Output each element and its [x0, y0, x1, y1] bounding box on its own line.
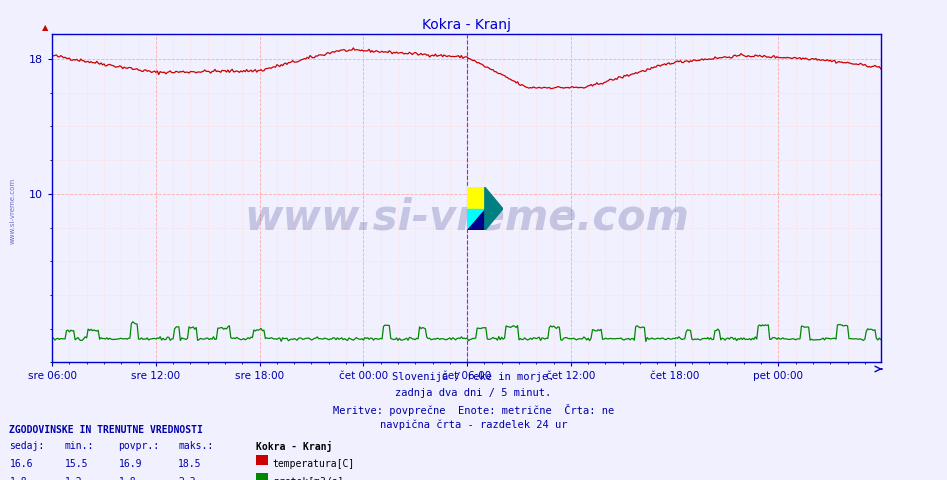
Text: ▲: ▲	[43, 24, 48, 32]
Text: Kokra - Kranj: Kokra - Kranj	[256, 441, 332, 452]
Text: 1.8: 1.8	[118, 477, 136, 480]
Polygon shape	[467, 209, 485, 230]
Text: zadnja dva dni / 5 minut.: zadnja dva dni / 5 minut.	[396, 388, 551, 398]
Text: ZGODOVINSKE IN TRENUTNE VREDNOSTI: ZGODOVINSKE IN TRENUTNE VREDNOSTI	[9, 425, 204, 435]
Text: temperatura[C]: temperatura[C]	[273, 459, 355, 469]
Text: povpr.:: povpr.:	[118, 441, 159, 451]
Text: www.si-vreme.com: www.si-vreme.com	[244, 197, 688, 239]
Text: maks.:: maks.:	[178, 441, 213, 451]
Polygon shape	[467, 187, 485, 209]
Text: 1.8: 1.8	[9, 477, 27, 480]
Title: Kokra - Kranj: Kokra - Kranj	[422, 18, 510, 33]
Text: Meritve: povprečne  Enote: metrične  Črta: ne: Meritve: povprečne Enote: metrične Črta:…	[333, 404, 614, 416]
Polygon shape	[485, 187, 503, 230]
Polygon shape	[467, 209, 485, 230]
Text: 18.5: 18.5	[178, 459, 202, 469]
Text: 16.6: 16.6	[9, 459, 33, 469]
Text: 15.5: 15.5	[64, 459, 88, 469]
Text: Slovenija / reke in morje.: Slovenija / reke in morje.	[392, 372, 555, 382]
Text: 1.2: 1.2	[64, 477, 82, 480]
Text: www.si-vreme.com: www.si-vreme.com	[9, 178, 15, 244]
Text: min.:: min.:	[64, 441, 94, 451]
Text: 2.3: 2.3	[178, 477, 196, 480]
Text: navpična črta - razdelek 24 ur: navpična črta - razdelek 24 ur	[380, 420, 567, 430]
Text: pretok[m3/s]: pretok[m3/s]	[273, 477, 343, 480]
Text: sedaj:: sedaj:	[9, 441, 45, 451]
Text: 16.9: 16.9	[118, 459, 142, 469]
